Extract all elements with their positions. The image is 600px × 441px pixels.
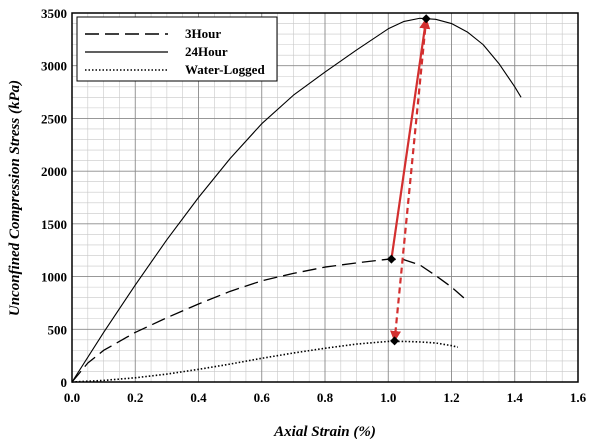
marker-0 [386, 254, 396, 264]
x-tick-label: 1.2 [443, 390, 459, 405]
y-tick-label: 3500 [41, 6, 67, 21]
x-tick-label: 0.6 [254, 390, 271, 405]
y-axis-title: Unconfined Compression Stress (kPa) [7, 80, 23, 316]
x-tick-label: 1.6 [570, 390, 587, 405]
x-tick-label: 1.4 [507, 390, 524, 405]
y-tick-label: 3000 [41, 59, 67, 74]
x-axis-ticks: 0.0 0.2 0.4 0.6 0.8 1.0 1.2 1.4 1.6 [64, 390, 587, 405]
marker-1 [421, 14, 431, 24]
y-tick-label: 1500 [41, 217, 67, 232]
marker-2 [390, 336, 400, 346]
y-axis-ticks: 0 500 1000 1500 2000 2500 3000 3500 [41, 6, 67, 390]
marker-layer [386, 14, 431, 346]
y-tick-label: 2500 [41, 111, 67, 126]
x-tick-label: 0.2 [127, 390, 143, 405]
y-tick-label: 500 [48, 322, 68, 337]
arrow-layer [390, 17, 431, 342]
legend-label-water-logged: Water-Logged [185, 62, 265, 77]
series-line-1 [71, 17, 522, 383]
arrow-0 [390, 17, 431, 260]
x-axis-title: Axial Strain (%) [273, 424, 376, 440]
series-line-0 [71, 258, 468, 383]
y-tick-label: 0 [61, 375, 68, 390]
x-tick-label: 0.4 [190, 390, 207, 405]
y-tick-label: 1000 [41, 270, 67, 285]
x-tick-label: 1.0 [380, 390, 396, 405]
legend-label-24hour: 24Hour [185, 44, 228, 59]
x-tick-label: 0.0 [64, 390, 80, 405]
plot-frame [71, 12, 579, 383]
series-layer [71, 17, 522, 383]
legend: 3Hour 24Hour Water-Logged [76, 16, 278, 82]
legend-label-3hour: 3Hour [185, 26, 221, 41]
series-line-2 [71, 340, 459, 383]
arrow-1 [390, 18, 428, 342]
y-tick-label: 2000 [41, 164, 67, 179]
x-tick-label: 0.8 [317, 390, 334, 405]
